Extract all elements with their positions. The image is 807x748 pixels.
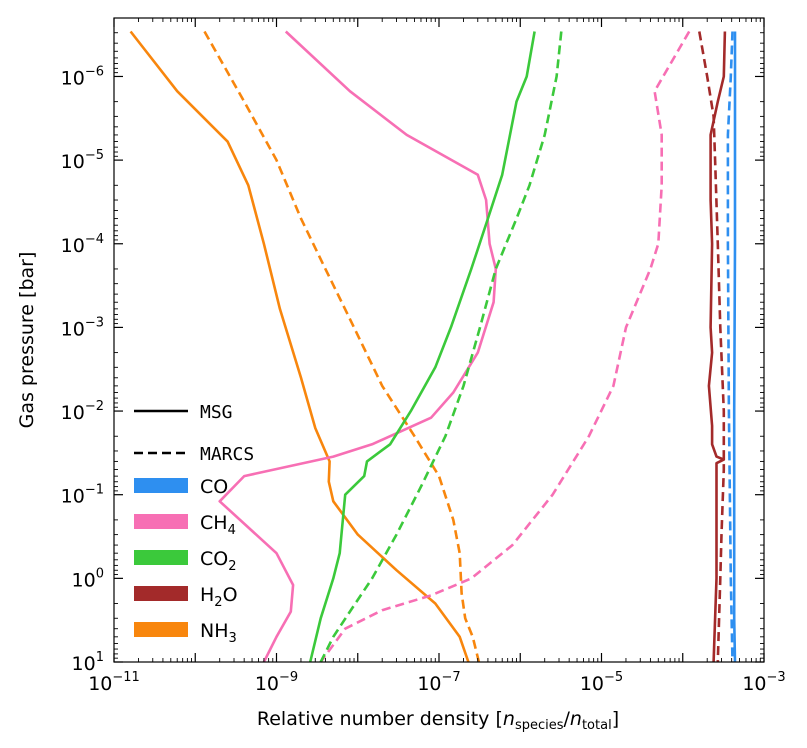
legend-msg-label: MSG [200, 402, 233, 423]
x-tick-label: 10−9 [255, 670, 298, 695]
x-tick-label: 10−5 [580, 670, 623, 695]
series-nh3-msg [129, 30, 470, 663]
series-nh3-marcs [203, 30, 481, 663]
legend-co2-label: CO2 [200, 548, 237, 574]
legend-h2o-label: H2O [200, 584, 238, 610]
legend-nh3-label: NH3 [200, 620, 237, 646]
legend-co-swatch [134, 478, 188, 493]
x-tick-label: 10−3 [742, 670, 785, 695]
series-co-msg [732, 31, 737, 663]
series-co2-marcs [319, 31, 563, 663]
y-tick-label: 10−5 [61, 148, 104, 173]
series-ch4-msg [218, 30, 498, 663]
series-co2-msg [308, 31, 536, 663]
legend-co-label: CO [200, 476, 228, 498]
legend: MSG MARCS CO CH4 CO2 H2O NH3 [134, 402, 254, 646]
legend-ch4-swatch [134, 514, 188, 529]
legend-ch4-label: CH4 [200, 512, 236, 538]
legend-marcs-label: MARCS [200, 444, 254, 465]
y-tick-label: 10−2 [61, 399, 104, 424]
x-axis-label: Relative number density [nspecies/ntotal… [257, 708, 619, 733]
series-ch4-marcs [319, 30, 691, 663]
legend-h2o-swatch [134, 586, 188, 601]
legend-co2-swatch [134, 550, 188, 565]
legend-nh3-swatch [134, 622, 188, 637]
y-tick-label: 10−3 [61, 315, 104, 340]
y-ticks: 10−6 10−5 10−4 10−3 10−2 10−1 100 101 [61, 32, 764, 675]
x-axis-label-text: Relative number density [257, 708, 490, 730]
series-h2o-marcs [698, 31, 726, 663]
y-axis-label: Gas pressure [bar] [16, 252, 38, 429]
y-tick-label: 10−6 [61, 64, 104, 89]
series-layer [129, 30, 737, 663]
y-tick-label: 10−1 [61, 483, 104, 508]
x-tick-label: 10−11 [88, 670, 140, 695]
series-h2o-msg [707, 31, 727, 663]
y-tick-label: 100 [72, 566, 104, 591]
x-ticks: 10−11 10−9 10−7 10−5 10−3 [88, 18, 786, 695]
y-tick-label: 101 [72, 650, 104, 675]
x-tick-label: 10−7 [417, 670, 460, 695]
series-co-marcs [726, 31, 734, 663]
y-tick-label: 10−4 [61, 232, 104, 257]
